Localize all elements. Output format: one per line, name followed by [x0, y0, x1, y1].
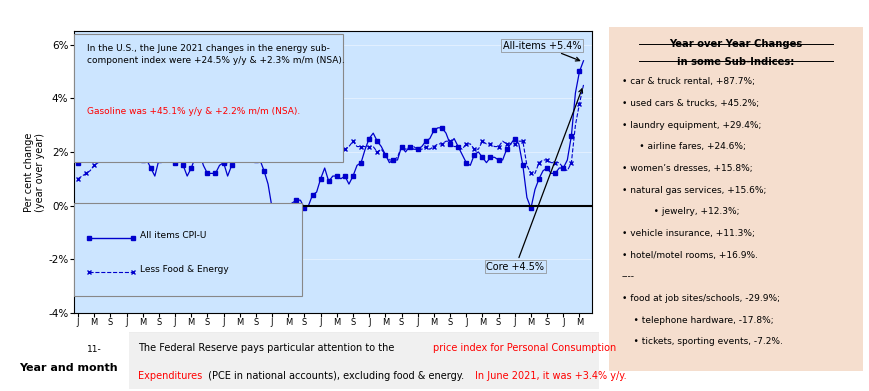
- Text: ----: ----: [621, 273, 634, 282]
- FancyBboxPatch shape: [74, 34, 342, 162]
- Text: In the U.S., the June 2021 changes in the energy sub-
component index were +24.5: In the U.S., the June 2021 changes in th…: [87, 44, 344, 65]
- Text: In June 2021, it was +3.4% y/y.: In June 2021, it was +3.4% y/y.: [475, 371, 627, 381]
- Text: 11-: 11-: [87, 345, 102, 354]
- Less Food & Energy: [372, 150, 382, 154]
- Text: 20-: 20-: [523, 345, 538, 354]
- Text: The Federal Reserve pays particular attention to the: The Federal Reserve pays particular atte…: [138, 343, 397, 353]
- All items CPI-U: [73, 160, 83, 165]
- Text: • tickets, sporting events, -7.2%.: • tickets, sporting events, -7.2%.: [621, 337, 782, 346]
- Text: in some Sub-Indices:: in some Sub-Indices:: [677, 57, 793, 66]
- Y-axis label: Per cent change
(year over year): Per cent change (year over year): [23, 132, 45, 212]
- Text: 15-: 15-: [281, 345, 295, 354]
- Text: 21-: 21-: [572, 345, 586, 354]
- Text: • car & truck rental, +87.7%;: • car & truck rental, +87.7%;: [621, 77, 753, 86]
- Text: All-items +5.4%: All-items +5.4%: [502, 41, 580, 61]
- Text: Less Food & Energy: Less Food & Energy: [140, 265, 229, 274]
- Less Food & Energy: [73, 176, 83, 181]
- Text: • jewelry, +12.3%;: • jewelry, +12.3%;: [621, 207, 739, 216]
- Text: 16-: 16-: [329, 345, 344, 354]
- Text: • used cars & trucks, +45.2%;: • used cars & trucks, +45.2%;: [621, 99, 758, 108]
- Text: 19-: 19-: [474, 345, 489, 354]
- Text: Expenditures: Expenditures: [138, 371, 202, 381]
- Text: • food at job sites/schools, -29.9%;: • food at job sites/schools, -29.9%;: [621, 294, 779, 303]
- Less Food & Energy: [384, 158, 395, 162]
- All items CPI-U: [270, 208, 281, 213]
- Text: 17-: 17-: [377, 345, 392, 354]
- FancyBboxPatch shape: [598, 14, 869, 385]
- All items CPI-U: [105, 99, 116, 103]
- Text: Year and month: Year and month: [19, 363, 117, 373]
- Text: Core +4.5%: Core +4.5%: [486, 89, 582, 272]
- All items CPI-U: [388, 158, 398, 162]
- Text: price index for Personal Consumption: price index for Personal Consumption: [433, 343, 616, 353]
- Text: • women’s dresses, +15.8%;: • women’s dresses, +15.8%;: [621, 164, 752, 173]
- Text: Year over Year Changes: Year over Year Changes: [668, 39, 802, 49]
- Line: Less Food & Energy: Less Food & Energy: [76, 83, 585, 181]
- All items CPI-U: [578, 58, 588, 63]
- FancyBboxPatch shape: [119, 331, 607, 390]
- Text: All items CPI-U: All items CPI-U: [140, 231, 206, 240]
- Text: 18-: 18-: [426, 345, 441, 354]
- Text: Gasoline was +45.1% y/y & +2.2% m/m (NSA).: Gasoline was +45.1% y/y & +2.2% m/m (NSA…: [87, 107, 300, 116]
- Text: 14-: 14-: [232, 345, 247, 354]
- Less Food & Energy: [408, 144, 418, 149]
- All items CPI-U: [412, 147, 422, 152]
- Text: • telephone hardware, -17.8%;: • telephone hardware, -17.8%;: [621, 316, 773, 325]
- Less Food & Energy: [105, 150, 116, 154]
- All items CPI-U: [375, 144, 386, 149]
- All items CPI-U: [202, 171, 212, 176]
- Less Food & Energy: [578, 83, 588, 87]
- Less Food & Energy: [311, 147, 322, 152]
- Text: (PCE in national accounts), excluding food & energy.: (PCE in national accounts), excluding fo…: [205, 371, 467, 381]
- Text: 12-: 12-: [136, 345, 149, 354]
- Text: 13-: 13-: [183, 345, 198, 354]
- Text: • airline fares, +24.6%;: • airline fares, +24.6%;: [621, 142, 745, 151]
- Text: • laundry equipment, +29.4%;: • laundry equipment, +29.4%;: [621, 120, 760, 129]
- Text: • vehicle insurance, +11.3%;: • vehicle insurance, +11.3%;: [621, 229, 753, 238]
- Line: All items CPI-U: All items CPI-U: [76, 59, 585, 213]
- Text: • hotel/motel rooms, +16.9%.: • hotel/motel rooms, +16.9%.: [621, 251, 757, 260]
- Less Food & Energy: [202, 155, 212, 160]
- All items CPI-U: [315, 176, 326, 181]
- FancyBboxPatch shape: [74, 203, 302, 296]
- Text: • natural gas services, +15.6%;: • natural gas services, +15.6%;: [621, 186, 766, 195]
